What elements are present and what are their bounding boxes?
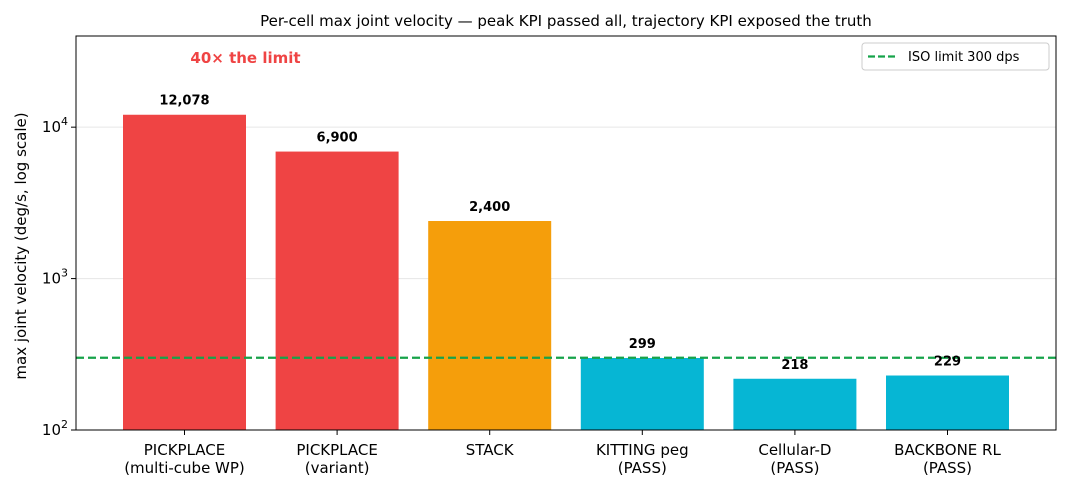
x-tick-label: (PASS)	[618, 459, 667, 477]
x-axis-ticks: PICKPLACE(multi-cube WP)PICKPLACE(varian…	[124, 430, 1001, 477]
x-tick-label: (variant)	[305, 459, 370, 477]
x-tick-label: (PASS)	[770, 459, 819, 477]
legend-label: ISO limit 300 dps	[908, 50, 1020, 65]
bar	[580, 357, 704, 430]
x-tick-label: (PASS)	[923, 459, 972, 477]
x-tick-label: BACKBONE RL	[894, 441, 1001, 459]
value-label: 218	[781, 358, 808, 373]
legend: ISO limit 300 dps	[861, 42, 1050, 71]
bar	[733, 378, 857, 430]
y-axis-ticks: 102 103 104	[42, 115, 76, 439]
bar	[886, 375, 1009, 430]
bar	[428, 221, 552, 430]
y-tick-label: 104	[42, 115, 68, 136]
bars	[123, 114, 1009, 431]
value-label: 6,900	[317, 131, 358, 146]
bar	[275, 151, 399, 430]
x-tick-label: PICKPLACE	[144, 441, 225, 459]
plot-frame	[75, 35, 1057, 431]
value-label: 299	[629, 337, 656, 352]
x-tick-label: KITTING peg	[596, 441, 689, 459]
value-label: 229	[934, 355, 961, 370]
value-label: 12,078	[159, 94, 209, 109]
value-label: 2,400	[469, 200, 510, 215]
x-tick-label: (multi-cube WP)	[124, 459, 245, 477]
x-tick-label: Cellular-D	[758, 441, 831, 459]
y-tick-label: 103	[42, 267, 68, 288]
y-axis-label: max joint velocity (deg/s, log scale)	[12, 112, 30, 379]
value-labels: 12,078 6,900 2,400 299 218 229	[159, 94, 961, 373]
y-tick-label: 102	[42, 418, 68, 439]
annotation-40x: 40× the limit	[190, 49, 300, 67]
bar	[123, 114, 246, 431]
x-tick-label: PICKPLACE	[296, 441, 377, 459]
legend-box	[861, 42, 1050, 71]
chart-title: Per-cell max joint velocity — peak KPI p…	[260, 12, 872, 30]
x-tick-label: STACK	[466, 441, 515, 459]
